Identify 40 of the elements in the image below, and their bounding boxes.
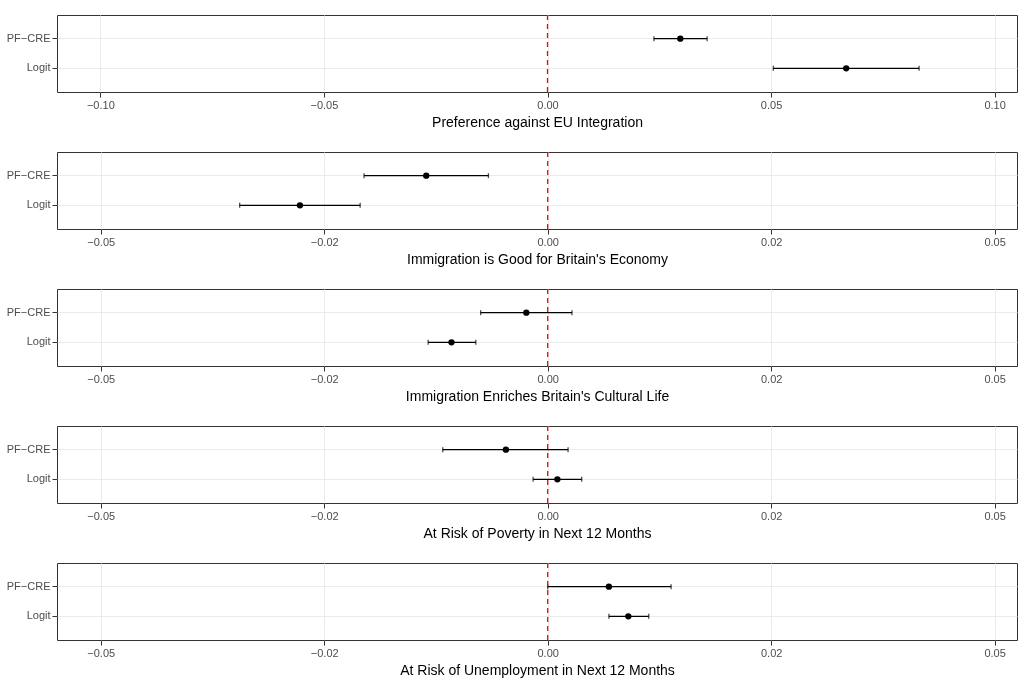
- y-tick-label: PF−CRE: [6, 168, 51, 181]
- x-axis-title: At Risk of Unemployment in Next 12 Months: [400, 661, 675, 678]
- x-tick-label: 0.05: [984, 372, 1006, 385]
- x-tick-label: −0.05: [87, 235, 116, 248]
- y-tick-label: PF−CRE: [6, 31, 51, 44]
- x-tick-label: −0.02: [310, 646, 339, 659]
- x-axis-title: Immigration Enriches Britain's Cultural Life: [405, 387, 670, 404]
- x-tick-label: 0.05: [760, 98, 783, 111]
- x-tick-label: −0.02: [310, 509, 339, 522]
- x-tick-label: −0.02: [310, 235, 339, 248]
- y-tick-label: Logit: [26, 472, 51, 485]
- y-tick-label: PF−CRE: [6, 579, 51, 592]
- x-tick-label: −0.05: [87, 372, 116, 385]
- x-tick-label: 0.02: [760, 235, 783, 248]
- x-tick-label: 0.00: [537, 235, 559, 248]
- x-tick-label: −0.05: [87, 646, 116, 659]
- x-tick-label: 0.10: [984, 98, 1006, 111]
- x-tick-label: 0.02: [760, 509, 783, 522]
- y-tick-label: PF−CRE: [6, 305, 51, 318]
- x-tick-label: 0.00: [537, 372, 559, 385]
- x-tick-label: −0.02: [310, 372, 339, 385]
- y-tick-label: Logit: [26, 198, 51, 211]
- x-axis-title: At Risk of Poverty in Next 12 Months: [423, 524, 652, 541]
- x-tick-label: 0.00: [537, 98, 559, 111]
- x-tick-label: −0.10: [86, 98, 115, 111]
- x-tick-label: 0.02: [760, 646, 783, 659]
- x-tick-label: 0.05: [984, 235, 1006, 248]
- y-tick-label: Logit: [26, 61, 51, 74]
- x-tick-label: 0.00: [537, 509, 559, 522]
- x-tick-label: 0.02: [760, 372, 783, 385]
- x-tick-label: 0.05: [984, 646, 1006, 659]
- x-axis-title: Preference against EU Integration: [432, 113, 643, 130]
- x-axis-title: Immigration is Good for Britain's Economy: [407, 250, 668, 267]
- y-tick-label: Logit: [26, 609, 51, 622]
- x-tick-label: −0.05: [87, 509, 116, 522]
- x-tick-label: 0.00: [537, 646, 559, 659]
- x-tick-label: −0.05: [310, 98, 339, 111]
- x-tick-label: 0.05: [984, 509, 1006, 522]
- y-tick-label: Logit: [26, 335, 51, 348]
- y-tick-label: PF−CRE: [6, 442, 51, 455]
